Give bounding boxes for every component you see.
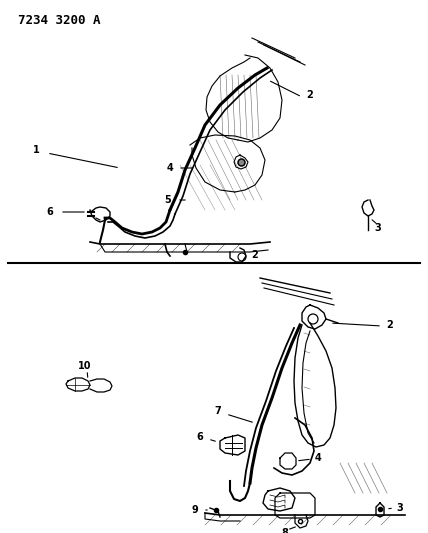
Text: 8: 8 [282, 528, 288, 533]
Text: 6: 6 [196, 432, 203, 442]
Text: 2: 2 [386, 320, 393, 330]
Text: 5: 5 [165, 195, 171, 205]
Text: 1: 1 [33, 145, 39, 155]
Text: 2: 2 [306, 90, 313, 100]
Text: 7234 3200 A: 7234 3200 A [18, 14, 101, 27]
Text: 4: 4 [166, 163, 173, 173]
Text: 10: 10 [78, 361, 92, 371]
Text: 7: 7 [214, 406, 221, 416]
Text: 4: 4 [315, 453, 321, 463]
Text: 2: 2 [252, 250, 259, 260]
Text: 3: 3 [374, 223, 381, 233]
Text: 9: 9 [192, 505, 198, 515]
Text: 3: 3 [397, 503, 403, 513]
Text: 6: 6 [47, 207, 54, 217]
